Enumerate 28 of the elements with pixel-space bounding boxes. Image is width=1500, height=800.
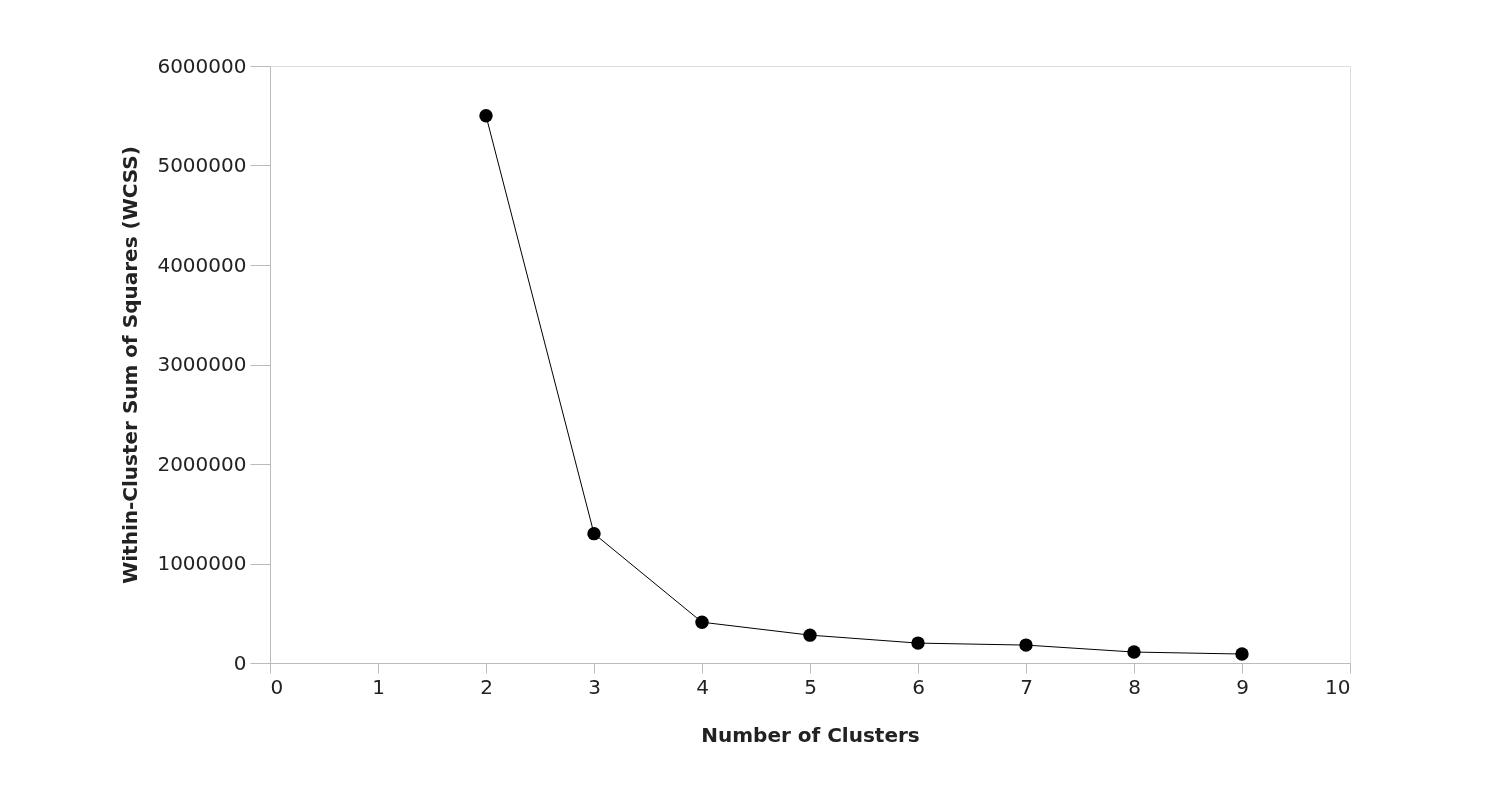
point (911, 636, 925, 650)
y-axis-title: Within-Cluster Sum of Squares (WCSS) (118, 146, 143, 584)
y-tick-label: 5000000 (157, 153, 247, 177)
x-tick-label: 6 (912, 674, 925, 699)
point (1019, 638, 1033, 652)
x-tick-label: 9 (1236, 674, 1249, 699)
point (1235, 647, 1249, 661)
y-tick-label: 2000000 (157, 451, 247, 476)
point (587, 526, 601, 541)
y-tick-label: 1000000 (157, 551, 247, 575)
x-tick-label: 2 (480, 674, 493, 699)
point (695, 615, 709, 629)
y-tick-label: 6000000 (157, 53, 247, 78)
y-tick-label: 4000000 (157, 252, 247, 277)
x-tick-label: 8 (1128, 674, 1141, 699)
x-tick-label: 0 (270, 674, 284, 699)
y-tick-label: 0 (233, 650, 247, 675)
y-tick-label: 3000000 (157, 352, 247, 376)
x-axis-title: Number of Clusters (701, 722, 920, 747)
point (803, 628, 817, 642)
x-tick-label: 4 (696, 674, 709, 699)
x-tick-label: 3 (588, 674, 601, 699)
point (479, 109, 493, 123)
point (1127, 645, 1141, 659)
x-tick-label: 1 (372, 674, 385, 699)
x-tick-label: 10 (1325, 674, 1351, 699)
x-tick-label: 7 (1020, 674, 1033, 699)
x-tick-label: 5 (804, 674, 817, 699)
